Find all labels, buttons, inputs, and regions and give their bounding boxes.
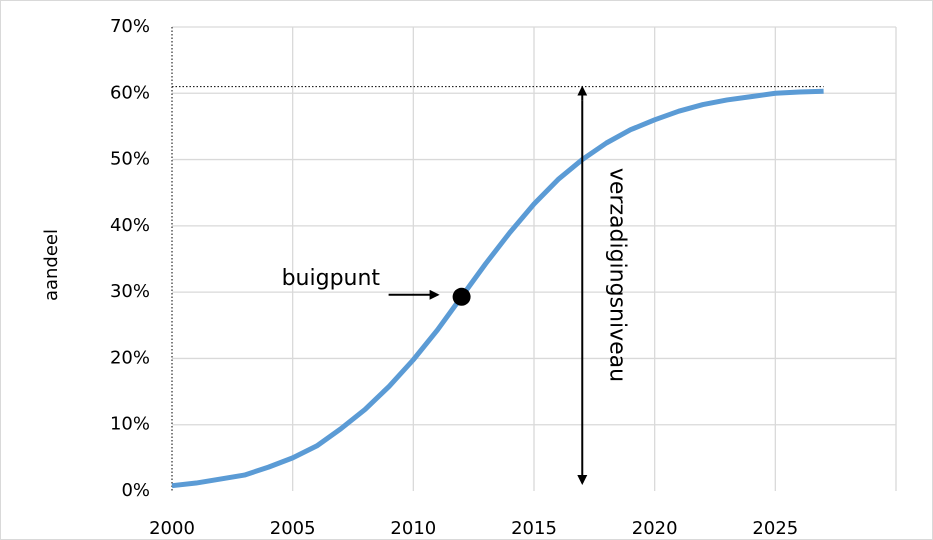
y-tick-label: 30% xyxy=(110,281,150,302)
y-tick-label: 0% xyxy=(121,480,150,501)
y-axis-label: aandeel xyxy=(41,229,62,301)
y-tick-label: 50% xyxy=(110,149,150,170)
data-line xyxy=(171,88,824,489)
annotation: buigpunt xyxy=(282,266,381,291)
y-tick-label: 20% xyxy=(110,347,150,368)
y-tick-label: 40% xyxy=(110,215,150,236)
x-tick-label: 2015 xyxy=(511,518,557,539)
x-tick-label: 2005 xyxy=(270,518,316,539)
y-tick-label: 70% xyxy=(110,16,150,37)
y-tick-label: 10% xyxy=(110,414,150,435)
y-tick-label: 60% xyxy=(110,82,150,103)
x-tick-label: 2020 xyxy=(632,518,678,539)
annotation: verzadigingsniveau xyxy=(604,168,629,382)
x-tick-label: 2010 xyxy=(390,518,436,539)
x-tick-label: 2000 xyxy=(149,518,195,539)
x-tick-label: 2025 xyxy=(752,518,798,539)
inflection-point xyxy=(452,287,471,306)
